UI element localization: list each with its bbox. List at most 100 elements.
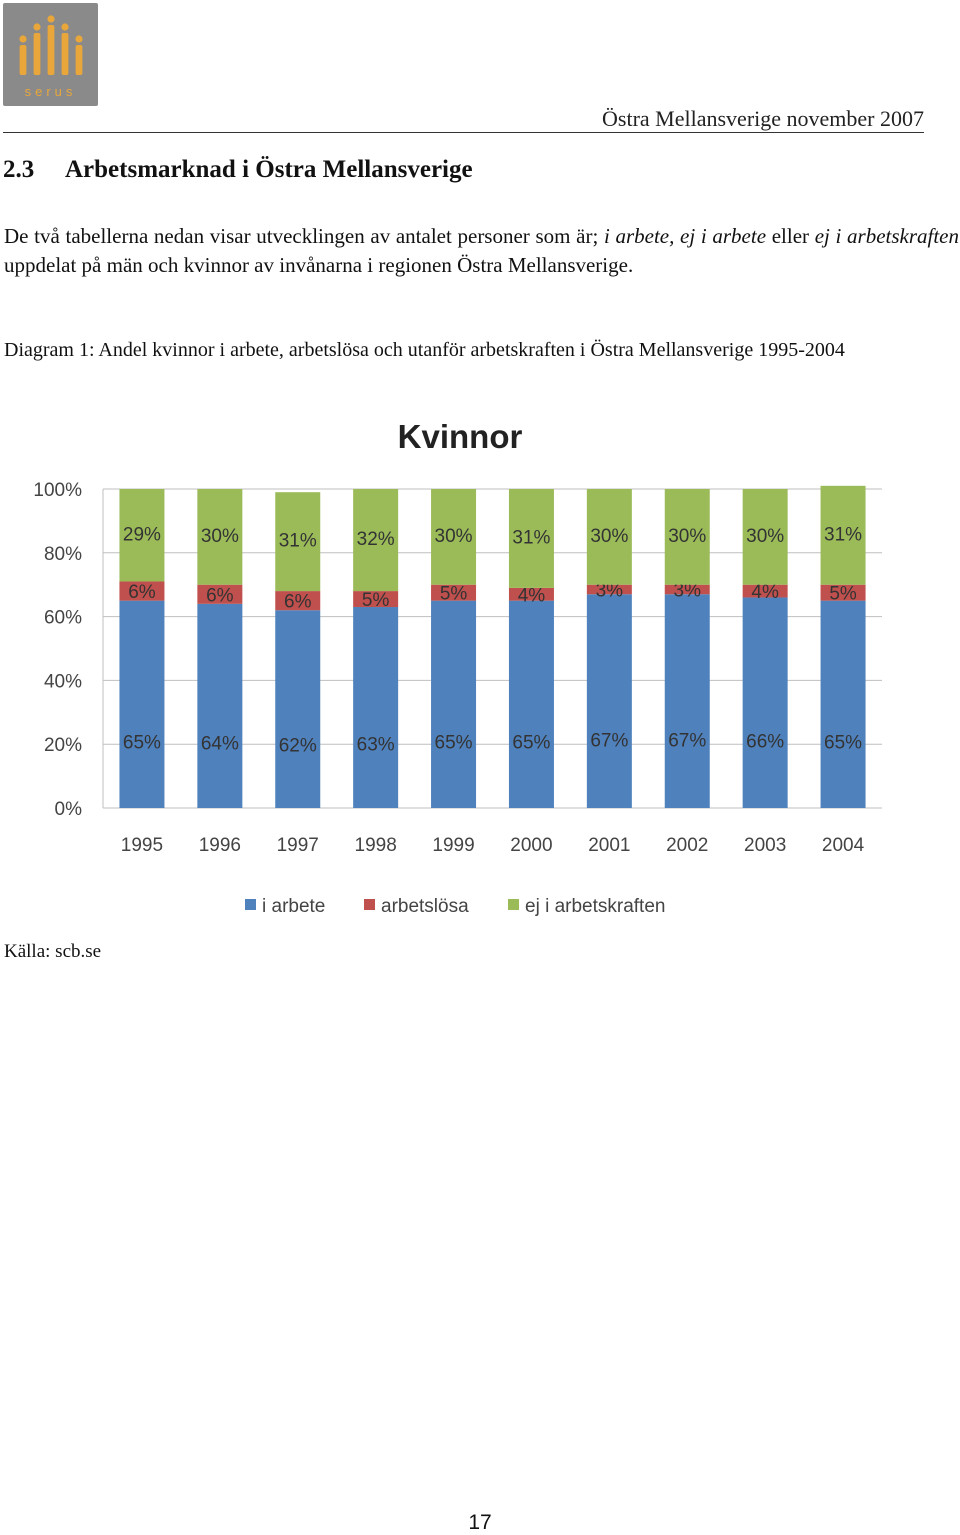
x-tick-label: 2001	[588, 835, 630, 856]
data-label: 65%	[435, 733, 473, 754]
data-label: 31%	[279, 531, 317, 552]
page-number: 17	[468, 1511, 492, 1534]
bar-segment-ej-i-arbetskraften	[275, 492, 321, 592]
legend-label: arbetslösa	[381, 896, 469, 917]
section-heading: 2.3 Arbetsmarknad i Östra Mellansverige	[3, 156, 473, 184]
data-label: 65%	[512, 733, 550, 754]
bar-segment-ej-i-arbetskraften	[353, 489, 399, 592]
x-tick-label: 1997	[277, 835, 319, 856]
legend-swatch	[508, 899, 519, 910]
bar-segment-ej-i-arbetskraften	[742, 489, 788, 585]
data-label: 4%	[518, 585, 546, 606]
y-tick-label: 20%	[44, 735, 82, 756]
x-tick-label: 2000	[510, 835, 552, 856]
data-label: 6%	[206, 585, 234, 606]
logo-bars-icon	[19, 15, 83, 75]
data-label: 31%	[512, 527, 550, 548]
data-label: 3%	[674, 580, 702, 601]
bar-segment-arbetslösa	[197, 584, 243, 604]
intro-emphasis-2: ej i arbetskraften	[814, 224, 960, 248]
intro-paragraph: De två tabellerna nedan visar utveckling…	[4, 222, 959, 280]
bar-segment-i-arbete	[586, 594, 632, 808]
y-tick-label: 60%	[44, 608, 82, 629]
data-label: 31%	[824, 524, 862, 545]
legend-swatch	[245, 899, 256, 910]
bar-segment-ej-i-arbetskraften	[431, 489, 477, 585]
data-label: 3%	[596, 580, 624, 601]
data-label: 30%	[668, 526, 706, 547]
x-tick-label: 1998	[355, 835, 397, 856]
data-label: 30%	[435, 526, 473, 547]
y-tick-label: 80%	[44, 544, 82, 565]
x-tick-label: 2003	[744, 835, 786, 856]
bar-segment-i-arbete	[508, 600, 554, 808]
section-title: Arbetsmarknad i Östra Mellansverige	[65, 156, 473, 183]
bar-segment-arbetslösa	[742, 584, 788, 598]
bar-segment-i-arbete	[431, 600, 477, 808]
bar-segment-ej-i-arbetskraften	[586, 489, 632, 585]
data-label: 67%	[668, 731, 706, 752]
data-label: 64%	[201, 734, 239, 755]
x-tick-label: 1996	[199, 835, 241, 856]
women-labour-chart: Kvinnor 0% 20% 40% 60% 80% 100% 65% 6% 29% 1995 64%…	[0, 400, 960, 930]
data-label: 6%	[128, 582, 156, 603]
header-region-date: Östra Mellansverige november 2007	[602, 106, 924, 131]
data-label: 63%	[357, 735, 395, 756]
data-label: 66%	[746, 732, 784, 753]
bar-segment-ej-i-arbetskraften	[508, 489, 554, 588]
bar-segment-i-arbete	[275, 610, 321, 808]
logo-text: serus	[24, 84, 77, 99]
data-label: 6%	[284, 592, 312, 613]
data-label: 32%	[357, 529, 395, 550]
x-tick-label: 1995	[121, 835, 163, 856]
data-label: 5%	[829, 584, 857, 605]
x-tick-label: 2004	[822, 835, 865, 856]
y-tick-label: 40%	[44, 671, 82, 692]
serus-logo: serus	[3, 3, 98, 106]
data-label: 67%	[590, 731, 628, 752]
bar-segment-arbetslösa	[431, 584, 477, 601]
bar-segment-arbetslösa	[508, 587, 554, 601]
bar-segment-arbetslösa	[820, 584, 866, 601]
data-label: 29%	[123, 524, 161, 545]
x-tick-label: 1999	[432, 835, 474, 856]
legend-label: i arbete	[262, 896, 325, 917]
data-label: 30%	[590, 526, 628, 547]
intro-text-1: De två tabellerna nedan visar utveckling…	[4, 224, 604, 248]
bar-segment-arbetslösa	[353, 591, 399, 608]
bar-segment-i-arbete	[742, 597, 788, 808]
bar-segment-ej-i-arbetskraften	[119, 489, 165, 582]
bar-segment-i-arbete	[820, 600, 866, 808]
bar-segment-ej-i-arbetskraften	[197, 489, 243, 585]
x-tick-label: 2002	[666, 835, 708, 856]
bar-segment-arbetslösa	[586, 584, 632, 595]
bar-segment-ej-i-arbetskraften	[664, 489, 710, 585]
header-divider	[3, 132, 924, 133]
data-label: 30%	[201, 526, 239, 547]
intro-text-2: eller	[766, 224, 815, 248]
bar-segment-arbetslösa	[119, 581, 165, 601]
y-tick-label: 100%	[33, 480, 82, 501]
source-note: Källa: scb.se	[4, 941, 102, 962]
bar-segment-ej-i-arbetskraften	[820, 485, 866, 585]
diagram-caption: Diagram 1: Andel kvinnor i arbete, arbet…	[4, 339, 845, 361]
y-tick-label: 0%	[55, 799, 83, 820]
data-label: 62%	[279, 736, 317, 757]
data-label: 4%	[751, 582, 779, 603]
bar-segment-i-arbete	[664, 594, 710, 808]
data-label: 5%	[362, 590, 390, 611]
bar-segment-arbetslösa	[275, 591, 321, 611]
legend-label: ej i arbetskraften	[525, 896, 665, 917]
intro-emphasis-1: i arbete, ej i arbete	[603, 224, 767, 248]
legend-swatch	[364, 899, 375, 910]
bar-segment-arbetslösa	[664, 584, 710, 595]
data-label: 30%	[746, 526, 784, 547]
bar-segment-i-arbete	[197, 603, 243, 808]
chart-title: Kvinnor	[398, 418, 523, 455]
section-number: 2.3	[3, 156, 35, 183]
bar-segment-i-arbete	[353, 607, 399, 808]
bar-segment-i-arbete	[119, 600, 165, 808]
data-label: 65%	[824, 733, 862, 754]
chart-canvas: Kvinnor 0% 20% 40% 60% 80% 100% 65% 6% 29% 1995 64%…	[33, 418, 882, 917]
intro-text-3: uppdelat på män och kvinnor av invånarna…	[4, 253, 634, 277]
